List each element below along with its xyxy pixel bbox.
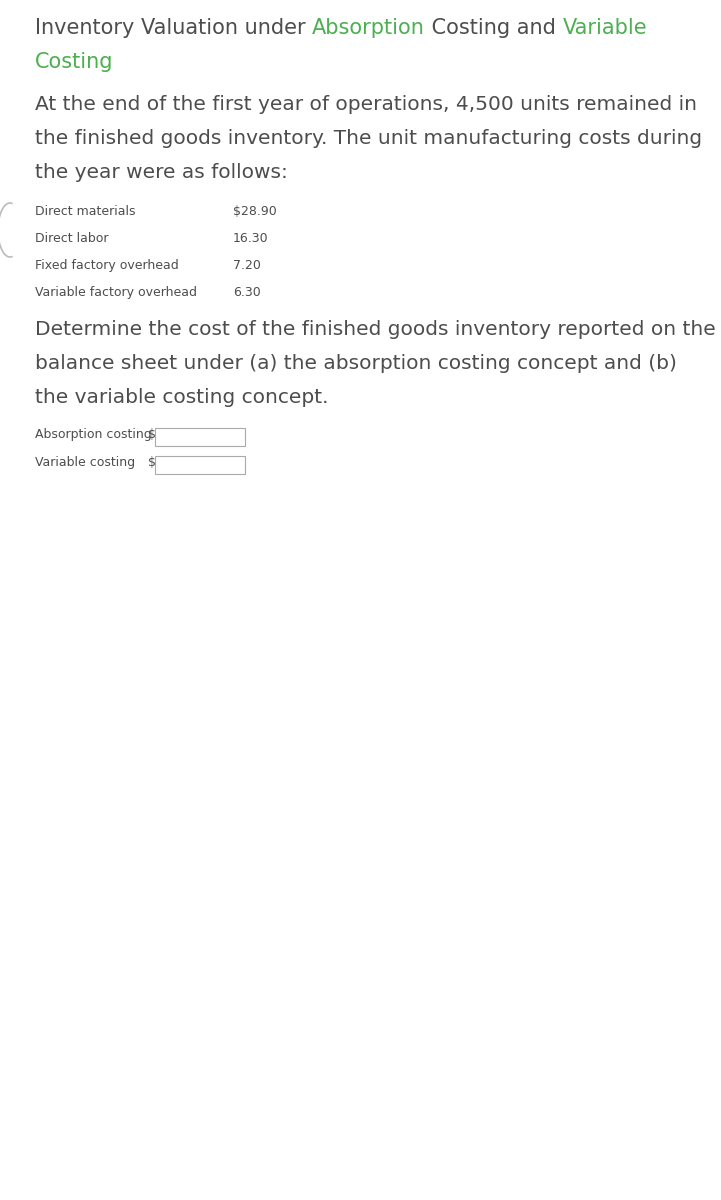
Text: Costing: Costing [35, 52, 113, 72]
Text: Absorption costing: Absorption costing [35, 428, 151, 440]
Text: the finished goods inventory. The unit manufacturing costs during: the finished goods inventory. The unit m… [35, 128, 702, 148]
Text: Inventory Valuation under: Inventory Valuation under [35, 18, 312, 38]
Text: $: $ [148, 428, 156, 440]
Text: 6.30: 6.30 [233, 286, 261, 299]
Text: $: $ [148, 456, 156, 469]
Text: Fixed factory overhead: Fixed factory overhead [35, 259, 179, 272]
Text: $28.90: $28.90 [233, 205, 277, 218]
Text: Costing and: Costing and [425, 18, 562, 38]
Text: 7.20: 7.20 [233, 259, 261, 272]
Text: Variable: Variable [562, 18, 647, 38]
Text: the variable costing concept.: the variable costing concept. [35, 388, 329, 407]
Text: Variable costing: Variable costing [35, 456, 135, 469]
Text: Direct labor: Direct labor [35, 232, 108, 245]
Text: At the end of the first year of operations, 4,500 units remained in: At the end of the first year of operatio… [35, 95, 697, 114]
Text: Direct materials: Direct materials [35, 205, 136, 218]
Text: the year were as follows:: the year were as follows: [35, 163, 288, 182]
Text: 16.30: 16.30 [233, 232, 269, 245]
Text: Absorption: Absorption [312, 18, 425, 38]
FancyBboxPatch shape [155, 456, 245, 474]
Text: balance sheet under (a) the absorption costing concept and (b): balance sheet under (a) the absorption c… [35, 354, 677, 373]
Text: Determine the cost of the finished goods inventory reported on the: Determine the cost of the finished goods… [35, 320, 716, 338]
Text: Variable factory overhead: Variable factory overhead [35, 286, 197, 299]
FancyBboxPatch shape [155, 428, 245, 446]
